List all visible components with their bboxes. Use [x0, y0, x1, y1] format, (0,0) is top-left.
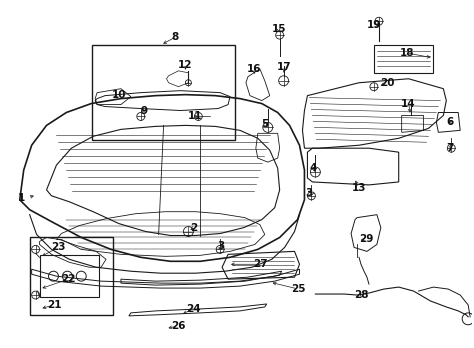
Text: 19: 19	[367, 20, 381, 30]
Text: 5: 5	[261, 119, 268, 129]
Text: 20: 20	[381, 78, 395, 88]
Text: 1: 1	[18, 193, 25, 203]
Text: 15: 15	[272, 24, 286, 34]
Text: 14: 14	[401, 98, 416, 109]
Text: 21: 21	[47, 300, 62, 310]
Text: 3: 3	[306, 188, 313, 198]
Text: 13: 13	[352, 183, 366, 193]
Text: 27: 27	[254, 259, 268, 269]
Text: 6: 6	[447, 117, 454, 127]
Text: 25: 25	[291, 284, 306, 294]
Text: 12: 12	[178, 60, 192, 70]
Text: 29: 29	[359, 235, 373, 245]
Text: 4: 4	[310, 163, 317, 173]
Text: 7: 7	[447, 143, 454, 153]
Bar	[92, 45, 235, 140]
Text: 24: 24	[186, 304, 201, 314]
Text: 11: 11	[188, 111, 202, 121]
Text: 10: 10	[112, 90, 126, 100]
Text: 22: 22	[61, 274, 76, 284]
Text: 8: 8	[172, 32, 179, 42]
Text: 2: 2	[190, 223, 197, 232]
Text: 18: 18	[400, 48, 414, 58]
Text: 3: 3	[218, 242, 225, 251]
Text: 16: 16	[246, 64, 261, 74]
Text: 26: 26	[171, 321, 186, 331]
Text: 17: 17	[277, 62, 292, 72]
Bar	[30, 237, 113, 315]
Text: 28: 28	[354, 290, 368, 300]
Text: 23: 23	[51, 243, 66, 252]
Text: 9: 9	[140, 105, 147, 116]
